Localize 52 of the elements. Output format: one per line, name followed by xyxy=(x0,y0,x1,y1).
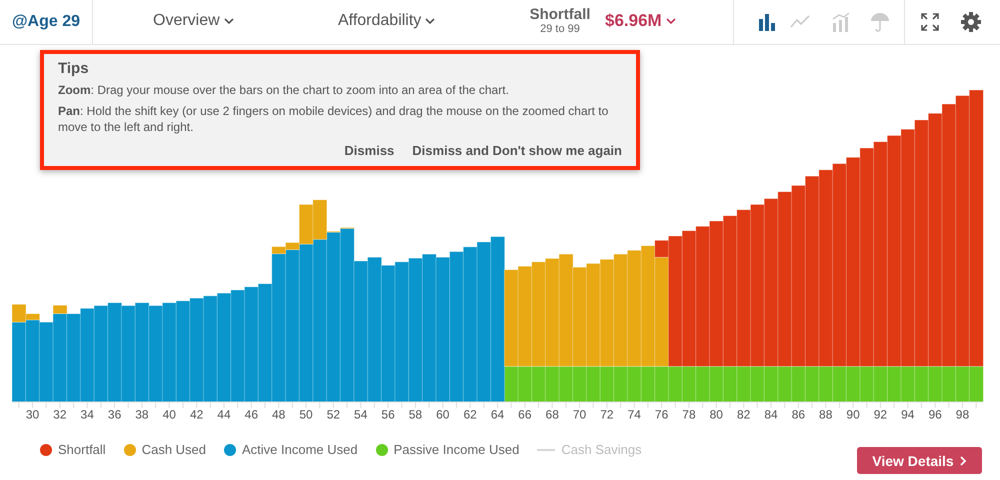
x-tick-label: 84 xyxy=(764,408,778,422)
text: Overview xyxy=(153,12,221,30)
legend-label: Passive Income Used xyxy=(394,442,520,457)
text: Shortfall xyxy=(528,6,592,23)
x-tick-label: 44 xyxy=(217,408,231,422)
x-tick-label: 62 xyxy=(463,408,478,422)
text: @Age 29 xyxy=(0,0,93,44)
x-tick-label: 58 xyxy=(408,408,422,422)
x-tick-label: 72 xyxy=(600,408,614,422)
text: $6.96M xyxy=(605,11,663,31)
legend-label: Shortfall xyxy=(58,442,106,457)
text: Tips xyxy=(58,60,90,77)
annotation: Zoom: Drag your mouse over the bars on the chart to zoom into an area of the chart. xyxy=(58,83,509,97)
x-tick-label: 32 xyxy=(53,408,67,422)
x-tick-label: 48 xyxy=(272,408,286,422)
x-tick-label: 86 xyxy=(792,408,806,422)
x-tick-label: 40 xyxy=(162,408,176,422)
x-tick-label: 98 xyxy=(956,408,970,422)
text: Affordability xyxy=(338,12,422,30)
x-tick-label: 52 xyxy=(326,408,340,422)
legend-label: Cash Used xyxy=(142,442,206,457)
x-tick-label: 66 xyxy=(518,408,532,422)
x-tick-label: 56 xyxy=(381,408,396,422)
annotation: Pan: Hold the shift key (or use 2 fingers on mobile devices) and drag the mouse on the zoomed chart to move to the left and right. xyxy=(58,104,608,134)
x-tick-label: 68 xyxy=(546,408,560,422)
text: 29 to 99 xyxy=(539,23,581,36)
x-tick-label: 50 xyxy=(299,408,314,422)
annotation: Dismiss and Don't show me again xyxy=(412,143,622,158)
x-tick-label: 34 xyxy=(80,408,94,422)
x-tick-label: 54 xyxy=(354,408,368,422)
x-tick-label: 70 xyxy=(572,408,587,422)
x-tick-label: 38 xyxy=(135,408,149,422)
legend-label: Cash Savings xyxy=(561,442,642,457)
x-tick-label: 90 xyxy=(846,408,860,422)
x-tick-label: 30 xyxy=(26,408,40,422)
annotation: Dismiss xyxy=(344,143,394,158)
x-tick-label: 46 xyxy=(244,408,258,422)
x-tick-label: 94 xyxy=(901,408,915,422)
x-tick-label: 76 xyxy=(654,408,669,422)
x-tick-label: 64 xyxy=(490,408,504,422)
x-tick-label: 42 xyxy=(190,408,204,422)
x-tick-label: 78 xyxy=(682,408,696,422)
x-tick-label: 36 xyxy=(108,408,122,422)
x-tick-label: 82 xyxy=(736,408,751,422)
x-tick-label: 88 xyxy=(819,408,833,422)
x-tick-label: 92 xyxy=(874,408,888,422)
x-tick-label: 60 xyxy=(436,408,450,422)
x-tick-label: 74 xyxy=(628,408,642,422)
x-tick-label: 80 xyxy=(710,408,724,422)
x-tick-label: 96 xyxy=(928,408,942,422)
text: View Details xyxy=(857,447,982,474)
legend-label: Active Income Used xyxy=(242,442,358,457)
